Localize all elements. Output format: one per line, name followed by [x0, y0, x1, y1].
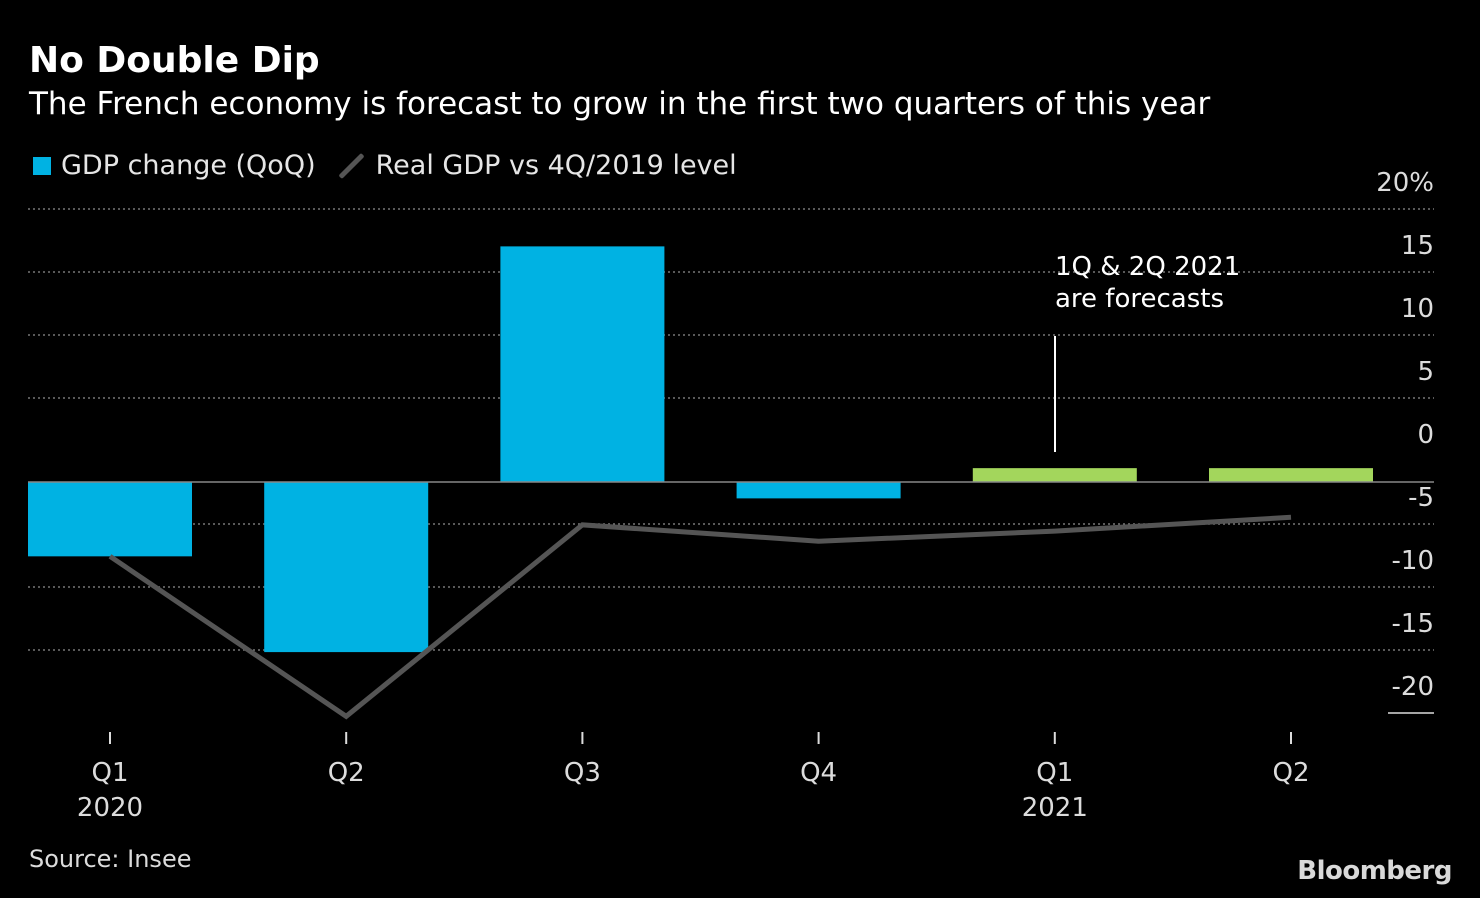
y-tick-label: 10	[1401, 294, 1434, 324]
x-year-label: 2021	[1022, 793, 1088, 823]
legend-line-label: Real GDP vs 4Q/2019 level	[375, 150, 737, 181]
x-year-label: 2020	[77, 793, 143, 823]
source-note: Source: Insee	[29, 845, 192, 873]
bar	[972, 468, 1137, 482]
annotation-text-line1: 1Q & 2Q 2021	[1055, 252, 1240, 282]
bar	[28, 482, 192, 557]
chart-subtitle: The French economy is forecast to grow i…	[29, 86, 1211, 122]
x-tick-label: Q1	[1036, 758, 1073, 788]
bar	[500, 246, 665, 482]
legend: GDP change (QoQ) Real GDP vs 4Q/2019 lev…	[33, 150, 737, 181]
y-tick-label: -5	[1408, 483, 1434, 513]
bar	[1209, 468, 1373, 482]
y-tick-label: -20	[1392, 672, 1434, 702]
legend-bar-swatch	[33, 156, 51, 175]
bar	[736, 482, 901, 499]
y-tick-label: 5	[1417, 357, 1434, 387]
x-tick-label: Q2	[328, 758, 365, 788]
x-tick-label: Q4	[800, 758, 837, 788]
x-tick-label: Q3	[564, 758, 601, 788]
y-tick-label: 0	[1417, 420, 1434, 450]
legend-bar-label: GDP change (QoQ)	[61, 150, 316, 181]
bar	[264, 482, 429, 653]
bloomberg-logo: Bloomberg	[1297, 856, 1452, 886]
y-tick-label: -10	[1392, 546, 1434, 576]
y-tick-label: 15	[1401, 231, 1434, 261]
chart-title: No Double Dip	[29, 40, 320, 81]
y-tick-label: -15	[1392, 609, 1434, 639]
y-tick-label: 20%	[1376, 168, 1434, 198]
annotation-text-line2: are forecasts	[1055, 284, 1224, 314]
line-series	[108, 514, 1292, 720]
x-tick-label: Q2	[1272, 758, 1309, 788]
x-tick-label: Q1	[91, 758, 128, 788]
